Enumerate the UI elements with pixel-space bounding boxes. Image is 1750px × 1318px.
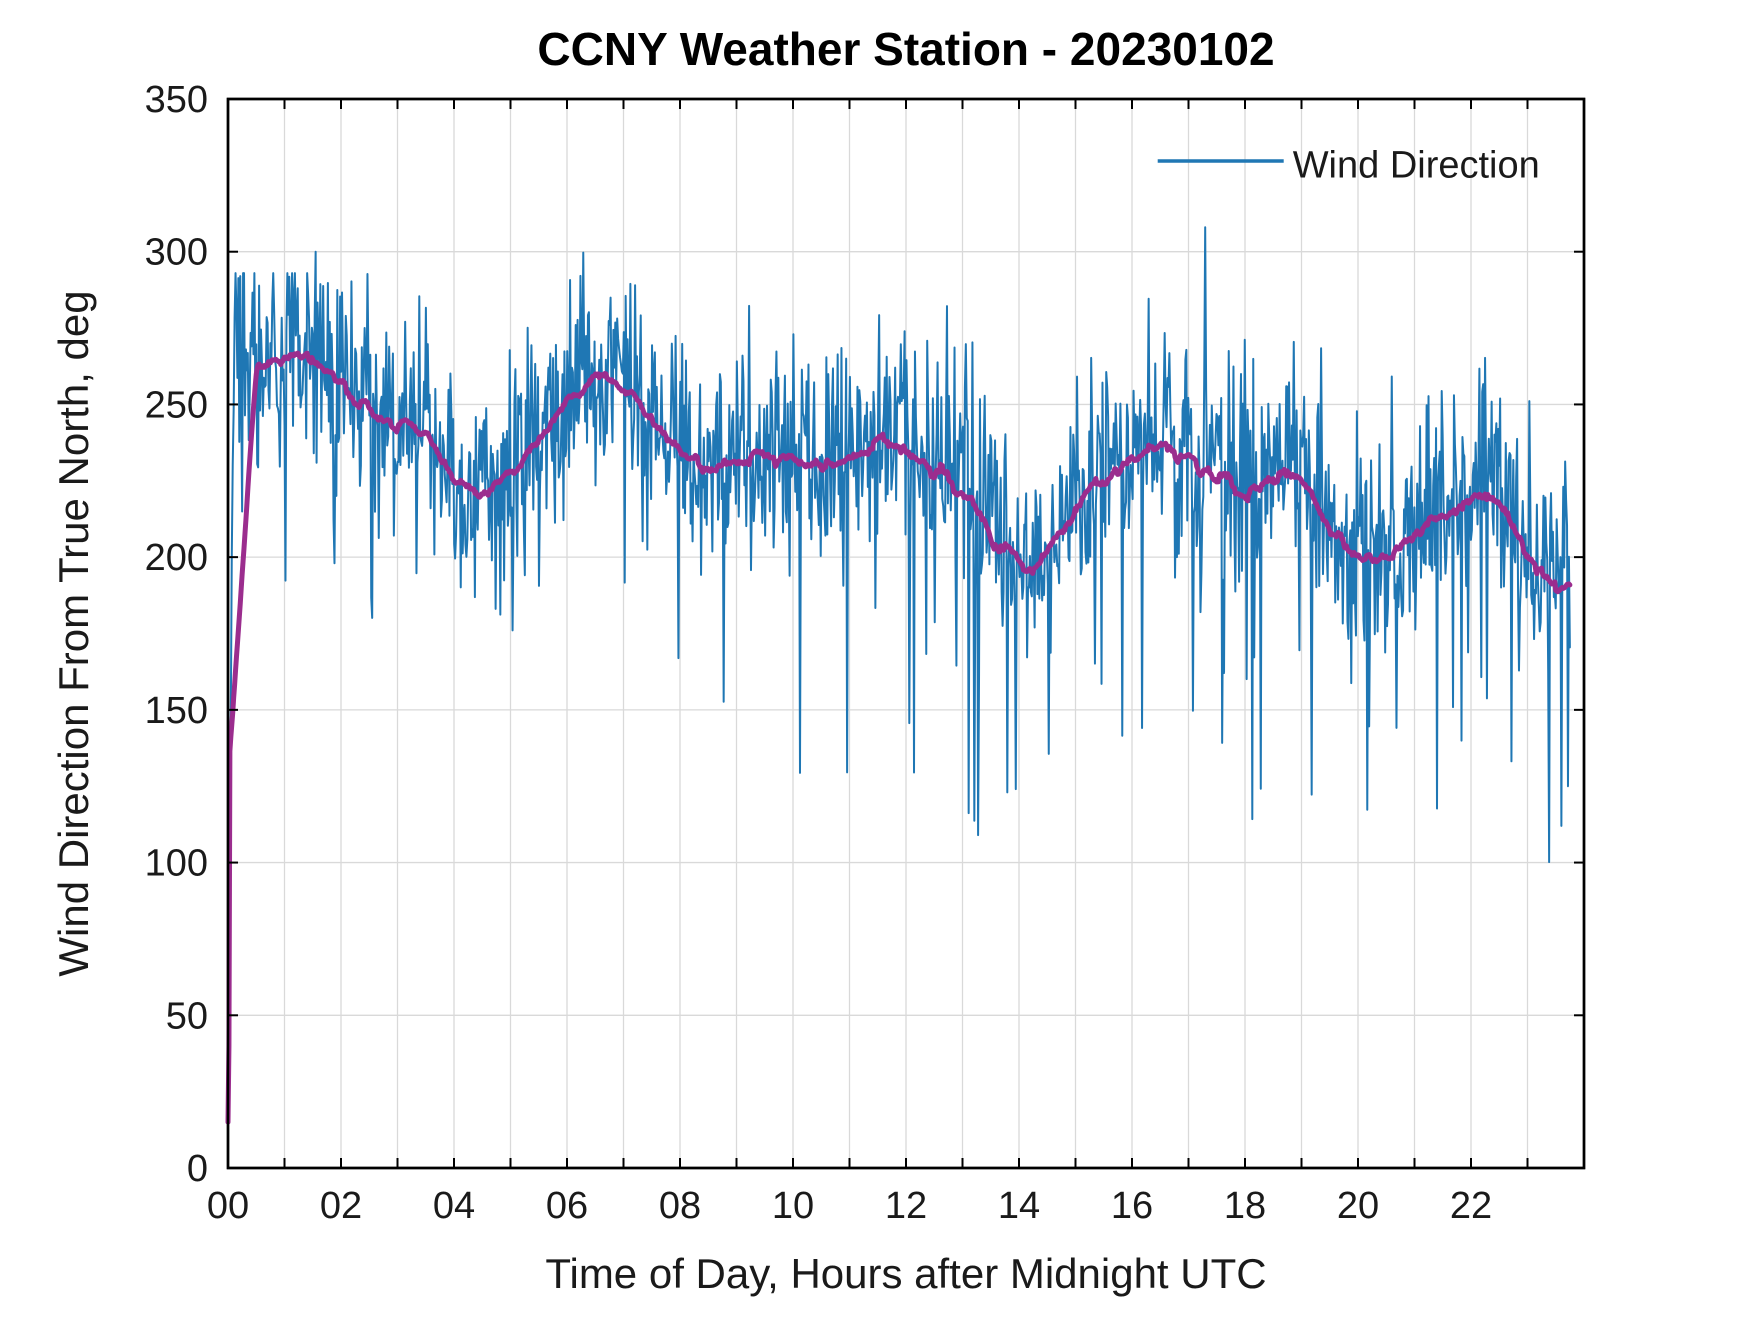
svg-text:22: 22: [1450, 1185, 1492, 1227]
svg-text:150: 150: [145, 690, 208, 732]
svg-text:250: 250: [145, 384, 208, 426]
svg-text:50: 50: [166, 995, 208, 1037]
svg-text:10: 10: [772, 1185, 814, 1227]
svg-text:02: 02: [320, 1185, 362, 1227]
svg-text:Wind Direction From True North: Wind Direction From True North, deg: [50, 290, 97, 976]
svg-text:300: 300: [145, 232, 208, 274]
svg-text:08: 08: [659, 1185, 701, 1227]
svg-text:04: 04: [433, 1185, 475, 1227]
svg-text:200: 200: [145, 537, 208, 579]
svg-text:14: 14: [998, 1185, 1040, 1227]
svg-text:100: 100: [145, 843, 208, 885]
svg-text:16: 16: [1111, 1185, 1153, 1227]
svg-text:Time of Day, Hours after Midni: Time of Day, Hours after Midnight UTC: [545, 1250, 1266, 1297]
svg-text:0: 0: [187, 1148, 208, 1190]
svg-text:20: 20: [1337, 1185, 1379, 1227]
svg-text:Wind Direction: Wind Direction: [1293, 145, 1540, 187]
svg-text:00: 00: [207, 1185, 249, 1227]
svg-text:CCNY Weather Station - 2023010: CCNY Weather Station - 20230102: [537, 23, 1274, 75]
svg-text:350: 350: [145, 79, 208, 121]
svg-text:18: 18: [1224, 1185, 1266, 1227]
svg-text:06: 06: [546, 1185, 588, 1227]
svg-text:12: 12: [885, 1185, 927, 1227]
